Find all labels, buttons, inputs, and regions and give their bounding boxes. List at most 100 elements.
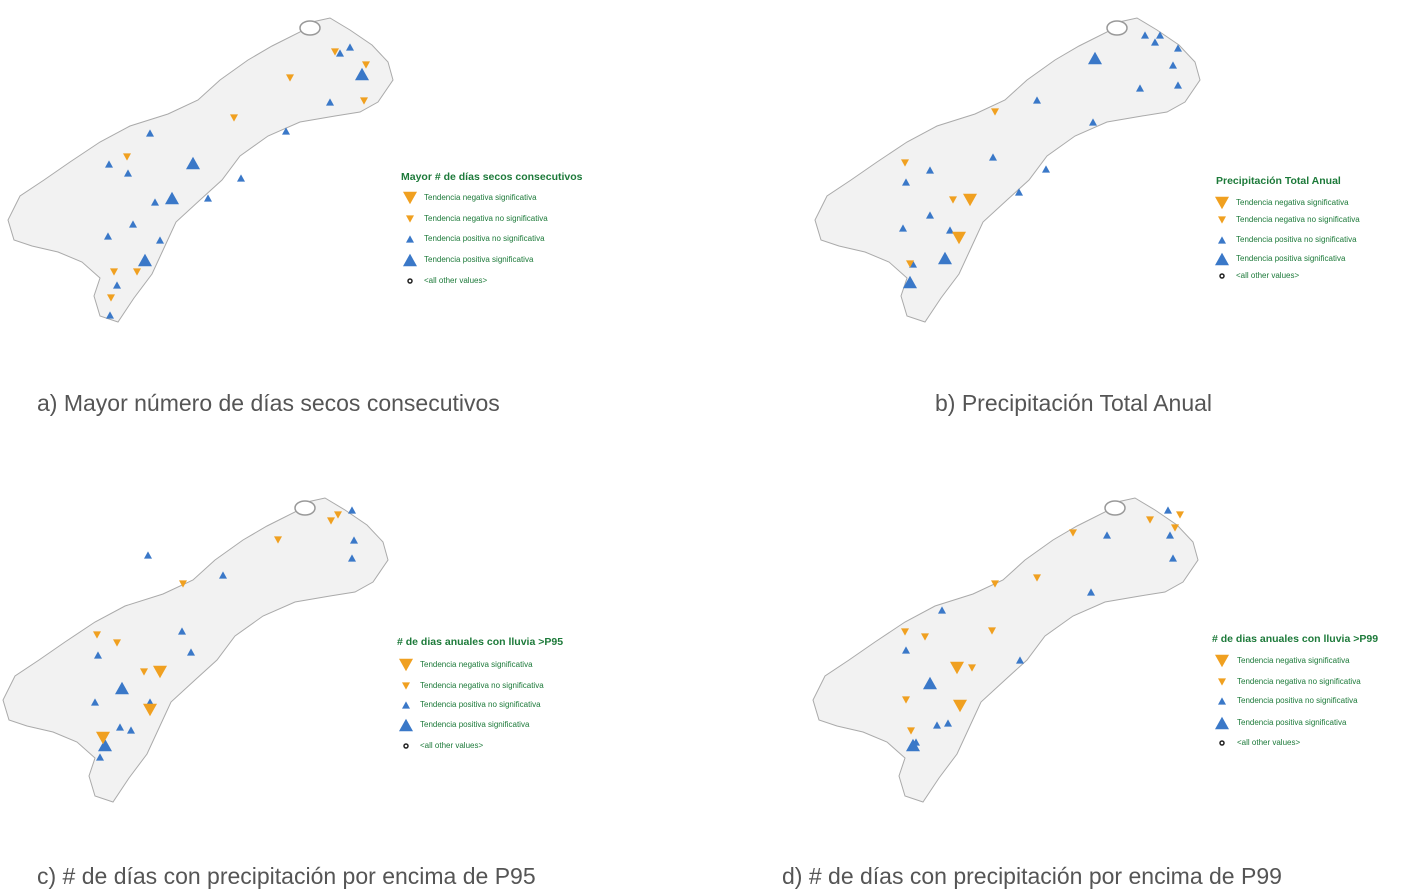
trend-marker: [348, 554, 356, 562]
region-map: [814, 17, 1201, 323]
trend-marker: [165, 191, 179, 205]
trend-marker: [1069, 529, 1077, 537]
trend-marker: [1166, 531, 1174, 539]
trend-marker: [1215, 196, 1229, 210]
region-map: [2, 497, 389, 803]
trend-marker: [153, 665, 167, 679]
trend-marker: [902, 646, 910, 654]
trend-marker: [96, 753, 104, 761]
trend-marker: [902, 696, 910, 704]
trend-marker: [94, 651, 102, 659]
legend-item: <all other values>: [1237, 738, 1300, 747]
legend-item: Tendencia positiva significativa: [1236, 254, 1346, 263]
map-panel: # de dias anuales con lluvia >P99 Tendenc…: [782, 497, 1378, 889]
legend-item: <all other values>: [1236, 271, 1299, 280]
trend-marker: [1218, 678, 1226, 686]
trend-marker: [286, 74, 294, 82]
trend-marker: [127, 726, 135, 734]
legend-dot: [403, 743, 409, 749]
trend-marker: [1103, 531, 1111, 539]
legend-item: <all other values>: [420, 741, 483, 750]
trend-marker: [98, 738, 112, 752]
trend-marker: [1218, 697, 1226, 705]
trend-marker: [953, 699, 967, 713]
trend-marker: [1174, 81, 1182, 89]
legend-dot: [407, 278, 413, 284]
trend-marker: [949, 196, 957, 204]
trend-marker: [921, 633, 929, 641]
trend-marker: [1136, 84, 1144, 92]
legend-item: Tendencia negativa significativa: [1236, 198, 1349, 207]
trend-marker: [944, 719, 952, 727]
legend-item: Tendencia positiva significativa: [420, 720, 530, 729]
trend-marker: [933, 721, 941, 729]
trend-marker: [901, 628, 909, 636]
trend-marker: [1088, 51, 1102, 65]
trend-marker: [968, 664, 976, 672]
trend-marker: [362, 61, 370, 69]
trend-marker: [403, 191, 417, 205]
trend-marker: [187, 648, 195, 656]
trend-marker: [402, 701, 410, 709]
trend-marker: [1141, 31, 1149, 39]
trend-marker: [93, 631, 101, 639]
trend-marker: [355, 67, 369, 81]
trend-marker: [331, 48, 339, 56]
region-map: [7, 17, 394, 323]
legend-dot: [1219, 740, 1225, 746]
trend-marker: [988, 627, 996, 635]
trend-marker: [991, 580, 999, 588]
map-panel: Precipitación Total Anual Tendencia negat…: [814, 17, 1360, 416]
trend-marker: [143, 703, 157, 717]
legend-title: # de dias anuales con lluvia >P99: [1212, 633, 1378, 645]
legend-item: Tendencia positiva no significativa: [424, 234, 545, 243]
legend-item: Tendencia negativa no significativa: [420, 681, 544, 690]
trend-marker: [146, 129, 154, 137]
trend-marker: [124, 169, 132, 177]
trend-marker: [1218, 236, 1226, 244]
trend-marker: [237, 174, 245, 182]
legend-title: # de dias anuales con lluvia >P95: [397, 636, 563, 648]
trend-marker: [186, 156, 200, 170]
trend-marker: [1015, 188, 1023, 196]
trend-marker: [110, 268, 118, 276]
trend-marker: [403, 253, 417, 267]
trend-marker: [989, 153, 997, 161]
trend-marker: [336, 49, 344, 57]
trend-marker: [952, 231, 966, 245]
trend-marker: [113, 639, 121, 647]
trend-marker: [282, 127, 290, 135]
trend-marker: [399, 718, 413, 732]
trend-marker: [1016, 656, 1024, 664]
legend-item: Tendencia positiva no significativa: [1237, 696, 1358, 705]
legend-item: Tendencia negativa significativa: [420, 660, 533, 669]
legend-item: Tendencia negativa no significativa: [1237, 677, 1361, 686]
trend-marker: [399, 658, 413, 672]
trend-marker: [1151, 38, 1159, 46]
trend-marker: [327, 517, 335, 525]
trend-marker: [334, 511, 342, 519]
trend-marker: [406, 235, 414, 243]
trend-marker: [115, 681, 129, 695]
trend-marker: [907, 727, 915, 735]
trend-marker: [96, 731, 110, 745]
panel-caption: d) # de días con precipitación por encim…: [782, 863, 1282, 889]
trend-marker: [402, 682, 410, 690]
trend-marker: [1218, 216, 1226, 224]
trend-marker: [179, 580, 187, 588]
trend-marker: [1033, 574, 1041, 582]
trend-marker: [107, 294, 115, 302]
panel-caption: b) Precipitación Total Anual: [935, 390, 1212, 416]
legend-title: Mayor # de días secos consecutivos: [401, 171, 583, 183]
trend-marker: [991, 108, 999, 116]
trend-marker: [105, 160, 113, 168]
legend-item: Tendencia positiva significativa: [424, 255, 534, 264]
legend-item: Tendencia positiva no significativa: [420, 700, 541, 709]
trend-marker: [140, 668, 148, 676]
trend-marker: [360, 97, 368, 105]
trend-marker: [926, 166, 934, 174]
trend-marker: [901, 159, 909, 167]
legend-title: Precipitación Total Anual: [1216, 175, 1341, 187]
legend-item: Tendencia negativa no significativa: [1236, 215, 1360, 224]
